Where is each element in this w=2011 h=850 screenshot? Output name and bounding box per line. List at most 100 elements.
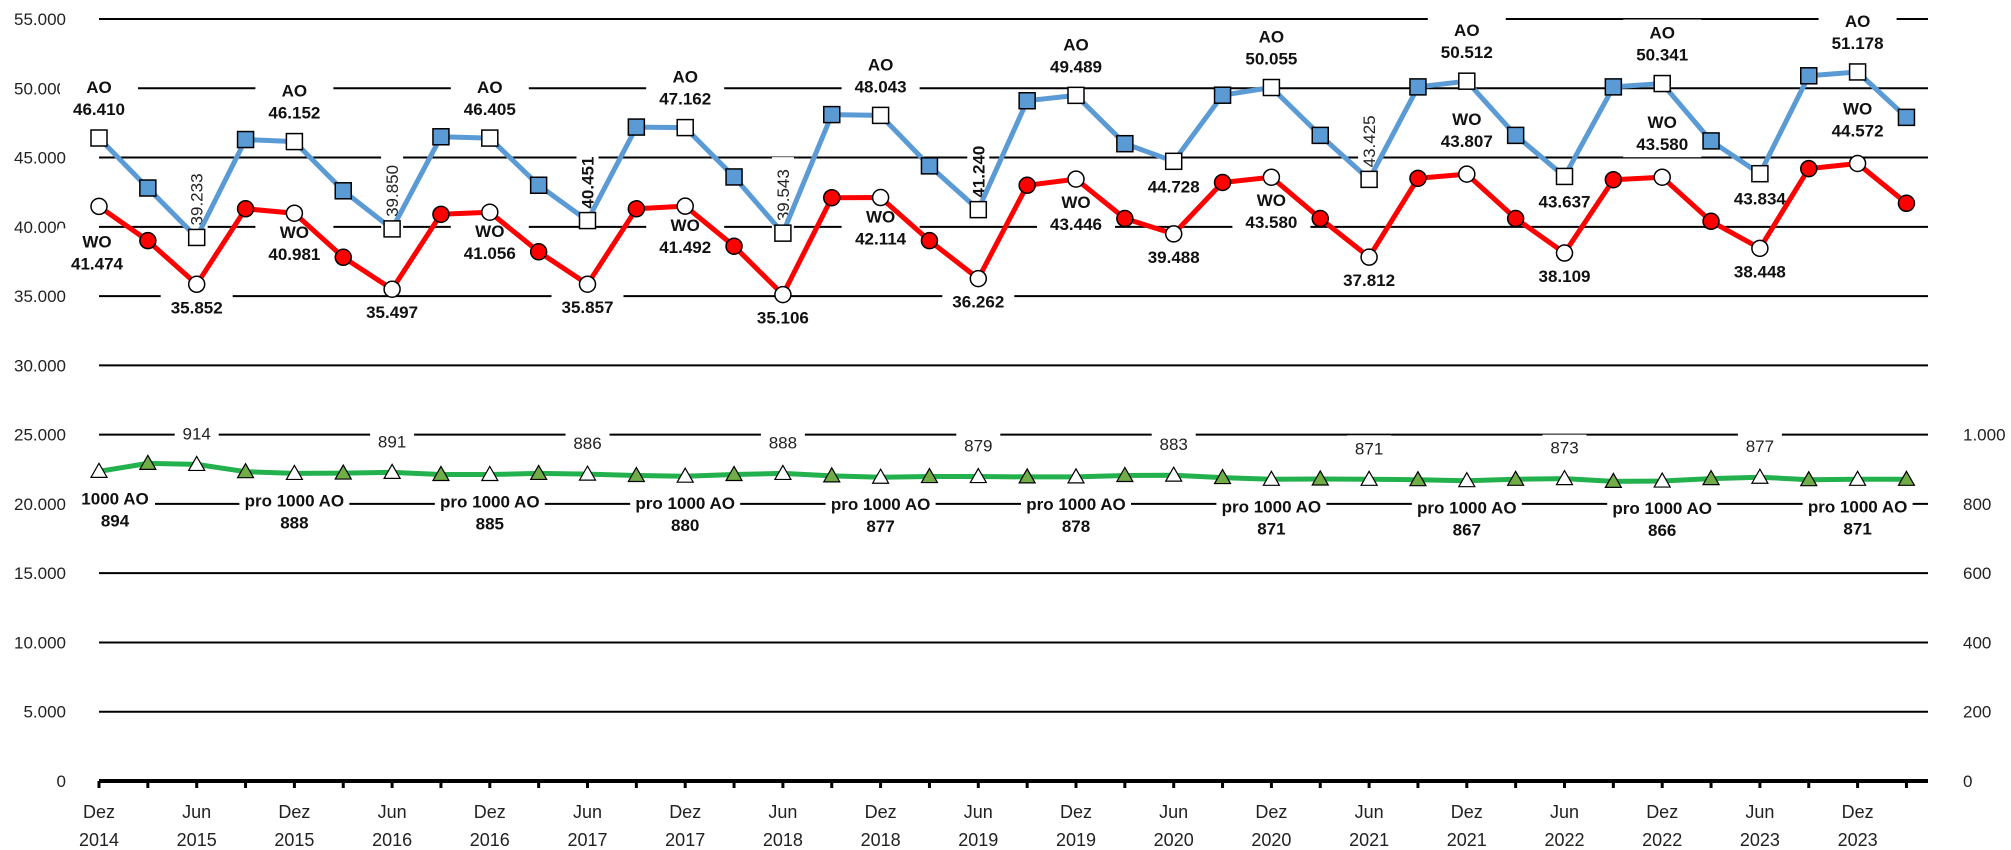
- data-label-bg: [956, 432, 1001, 459]
- marker-wo: [236, 200, 255, 218]
- data-label: pro 1000 AO: [831, 495, 931, 514]
- data-label: pro 1000 AO: [1417, 499, 1517, 518]
- x-tick-label: Dez: [865, 802, 897, 822]
- marker-pro1000: [1555, 469, 1574, 486]
- data-label-bg: [239, 487, 350, 536]
- data-label: 37.812: [1343, 271, 1395, 290]
- x-tick-label: 2018: [861, 830, 901, 850]
- marker-wo: [920, 231, 939, 250]
- data-label: 888: [280, 513, 308, 532]
- data-label: 42.114: [855, 230, 907, 249]
- data-label-bg: [1216, 493, 1327, 542]
- y-tick-left: 20.000: [14, 495, 66, 514]
- y-tick-left: 15.000: [14, 564, 66, 583]
- data-label: AO: [1649, 24, 1675, 43]
- data-label: WO: [1648, 113, 1677, 132]
- data-label: WO: [1257, 191, 1286, 210]
- marker-pro1000: [1360, 470, 1379, 486]
- data-label: AO: [1454, 21, 1480, 40]
- marker-pro1000: [480, 465, 499, 482]
- series-markers: [89, 63, 1916, 488]
- marker-pro1000: [1897, 470, 1916, 486]
- marker-wo: [432, 205, 450, 224]
- data-label: 43.834: [1734, 190, 1787, 209]
- marker-pro1000: [334, 463, 353, 480]
- marker-ao: [187, 228, 206, 247]
- series-line-pro1000: [98, 460, 1907, 484]
- x-tick-label: Jun: [1745, 802, 1774, 822]
- data-label: WO: [82, 232, 111, 251]
- marker-ao: [871, 106, 890, 125]
- data-label-bg: [942, 288, 1015, 315]
- marker-ao: [969, 200, 988, 219]
- data-label: AO: [1259, 28, 1285, 47]
- marker-ao: [1018, 91, 1036, 110]
- data-label: 46.405: [464, 100, 516, 119]
- data-label: WO: [1452, 110, 1481, 129]
- data-label: 39.488: [1148, 248, 1200, 267]
- x-tick-label: Jun: [1550, 802, 1579, 822]
- marker-pro1000: [1750, 468, 1769, 484]
- marker-pro1000: [529, 464, 548, 481]
- marker-ao: [823, 105, 841, 124]
- y-axis-right-ticks: 0 200 400 600 800 1.000: [1963, 426, 2006, 791]
- data-label: 50.341: [1636, 46, 1688, 65]
- data-label: 43.637: [1539, 192, 1591, 211]
- marker-ao: [578, 211, 597, 230]
- x-tick-label: Jun: [1355, 802, 1384, 822]
- data-label: 35.106: [757, 309, 809, 328]
- marker-wo: [1018, 176, 1036, 195]
- data-label: 51.178: [1832, 34, 1884, 53]
- marker-ao: [334, 182, 352, 200]
- x-tick-label: 2019: [1056, 830, 1096, 850]
- data-label-bg: [967, 133, 990, 210]
- x-tick-label: 2021: [1447, 830, 1487, 850]
- marker-pro1000: [1262, 470, 1281, 486]
- marker-pro1000: [187, 455, 206, 472]
- x-tick-label: 2016: [470, 830, 510, 850]
- y-tick-left: 25.000: [14, 426, 66, 445]
- marker-wo: [383, 280, 401, 298]
- data-label-bg: [255, 77, 334, 126]
- marker-ao: [1311, 126, 1329, 145]
- data-label: 43.446: [1050, 215, 1102, 234]
- x-tick-label: Dez: [669, 802, 701, 822]
- marker-wo: [774, 285, 792, 304]
- x-tick-label: Jun: [378, 802, 407, 822]
- data-label: 43.425: [1360, 115, 1379, 167]
- data-label-bg: [1137, 173, 1210, 200]
- data-label-bg: [841, 51, 920, 100]
- data-label: pro 1000 AO: [1222, 497, 1322, 516]
- data-label: 871: [1355, 439, 1383, 458]
- data-label: pro 1000 AO: [635, 494, 735, 513]
- data-label: 888: [769, 433, 797, 452]
- x-tick-label: Dez: [1842, 802, 1874, 822]
- y-tick-left: 45.000: [14, 149, 66, 168]
- data-label-bg: [1232, 187, 1311, 236]
- x-tick-label: 2019: [958, 830, 998, 850]
- data-label-bg: [1358, 103, 1381, 180]
- data-label: 39.233: [188, 173, 207, 225]
- data-label-bg: [1723, 258, 1796, 285]
- data-label-bg: [576, 144, 599, 221]
- data-label-bg: [174, 420, 219, 447]
- marker-ao: [1897, 108, 1916, 127]
- marker-pro1000: [773, 464, 792, 481]
- marker-wo: [90, 197, 108, 216]
- x-tick-label: Dez: [1255, 802, 1287, 822]
- data-label-bg: [185, 161, 208, 238]
- marker-ao: [1751, 164, 1769, 183]
- data-label-bg: [841, 203, 920, 252]
- marker-wo: [578, 275, 597, 293]
- x-tick-label: 2017: [567, 830, 607, 850]
- data-label: 38.448: [1734, 262, 1786, 281]
- data-label: 41.240: [969, 146, 988, 198]
- y-tick-left: 55.000: [14, 10, 66, 29]
- data-label: pro 1000 AO: [440, 492, 540, 511]
- marker-ao: [236, 130, 255, 149]
- marker-pro1000: [1311, 469, 1330, 486]
- data-label: 50.512: [1441, 43, 1493, 62]
- marker-ao: [676, 118, 694, 137]
- data-label-bg: [75, 485, 155, 534]
- y-tick-right: 200: [1963, 703, 1991, 722]
